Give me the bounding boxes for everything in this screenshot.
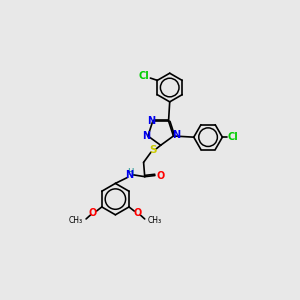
Text: O: O <box>89 208 97 218</box>
Text: N: N <box>125 170 133 180</box>
Text: CH₃: CH₃ <box>148 216 162 225</box>
Text: CH₃: CH₃ <box>69 216 83 225</box>
Text: S: S <box>149 145 157 155</box>
Text: Cl: Cl <box>139 71 149 81</box>
Text: O: O <box>157 170 165 181</box>
Text: O: O <box>134 208 142 218</box>
Text: Cl: Cl <box>228 132 238 142</box>
Text: N: N <box>147 116 155 126</box>
Text: N: N <box>142 131 150 141</box>
Text: N: N <box>172 130 180 140</box>
Text: H: H <box>127 168 133 177</box>
